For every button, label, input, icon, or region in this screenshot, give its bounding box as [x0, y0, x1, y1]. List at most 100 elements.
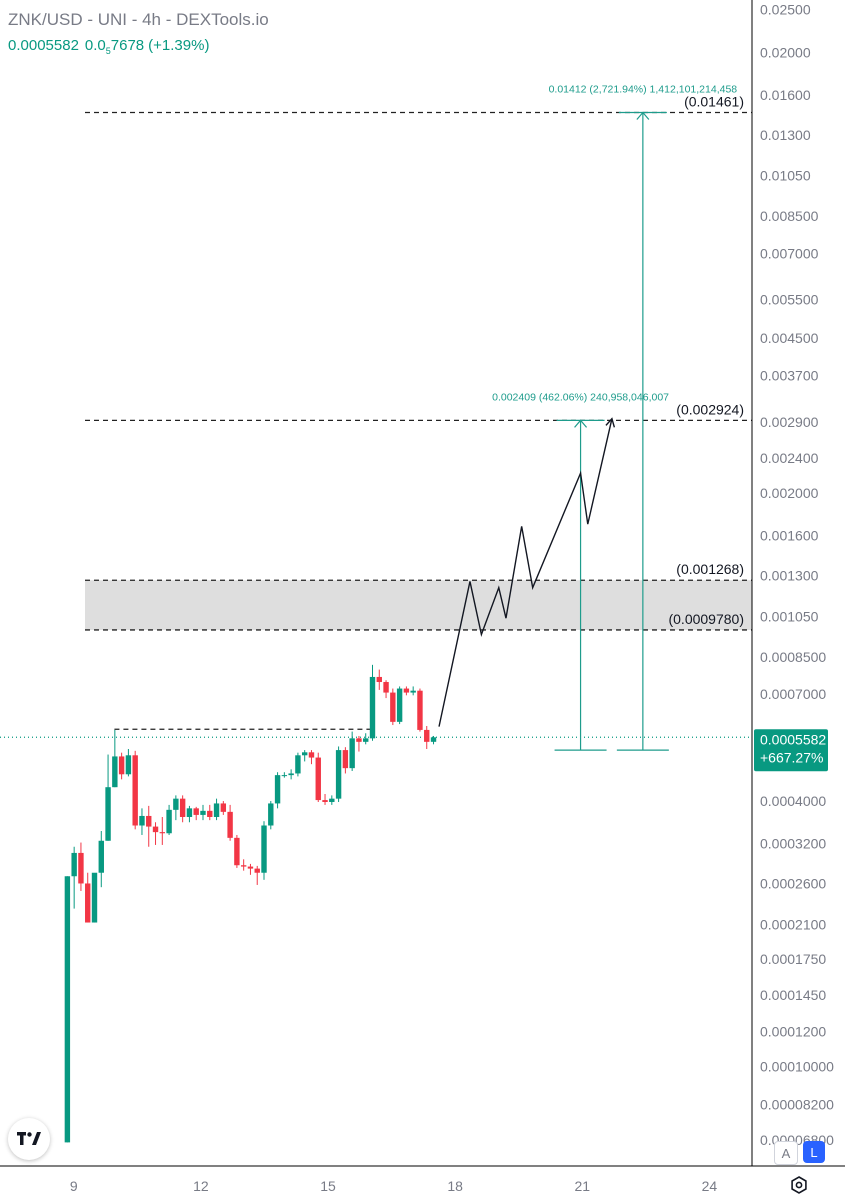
candle-body	[349, 738, 355, 769]
candle-body	[288, 773, 294, 776]
price-tick-label: 0.0008500	[760, 649, 826, 665]
candle-body	[91, 872, 98, 923]
change-zero-count: 5	[105, 46, 111, 56]
candle-body	[417, 690, 423, 730]
measure-arrow	[574, 419, 588, 428]
candle-body	[363, 738, 369, 742]
price-tick-label: 0.004500	[760, 330, 819, 346]
candle-body	[308, 752, 315, 758]
candle-body	[146, 815, 152, 827]
price-tick-label: 0.01600	[760, 87, 811, 103]
candle-body	[403, 688, 410, 693]
candle-body	[424, 729, 430, 742]
candle-body	[295, 755, 301, 774]
candle-body	[220, 803, 227, 812]
time-tick-label: 18	[447, 1178, 463, 1194]
price-tick-label: 0.001300	[760, 567, 819, 583]
price-tick-label: 0.00008200	[760, 1096, 834, 1112]
candle-body	[281, 775, 288, 777]
candle-body	[254, 868, 260, 873]
candle-body	[213, 803, 220, 817]
candle-body	[78, 852, 84, 884]
candle-body	[261, 825, 267, 873]
price-tick-label: 0.02000	[760, 44, 811, 60]
time-axis[interactable]: 9 12 15 18 21 24	[70, 1178, 718, 1194]
price-tick-label: 0.002400	[760, 450, 819, 466]
chart-title: ZNK/USD - UNI - 4h - DEXTools.io	[8, 10, 269, 29]
level-lines: (0.01461) (0.002924) (0.001268) (0.0009780)	[85, 93, 752, 631]
price-tick-label: 0.003700	[760, 367, 819, 383]
price-tick-label: 0.00010000	[760, 1058, 834, 1074]
candle-body	[159, 832, 166, 834]
candle-body	[396, 688, 403, 722]
time-tick-label: 12	[193, 1178, 209, 1194]
price-tick-label: 0.0003200	[760, 836, 826, 852]
price-axis[interactable]: 0.02500 0.02000 0.01600 0.01300 0.01050 0.008…	[760, 2, 834, 1148]
price-change: 0.057678	[84, 37, 145, 56]
candle-body	[234, 837, 240, 866]
candle-body	[132, 755, 138, 826]
candle-body	[430, 737, 437, 742]
tradingview-logo-icon[interactable]	[8, 1118, 50, 1160]
candle-body	[112, 756, 118, 788]
candle-body	[118, 756, 125, 775]
price-tick-label: 0.0007000	[760, 686, 826, 702]
projection-path	[438, 418, 613, 727]
log-scale-button[interactable]: L	[803, 1141, 825, 1163]
price-tick-label: 0.0002600	[760, 875, 826, 891]
candle-body	[322, 800, 328, 802]
candle-body	[139, 815, 145, 826]
candle-body	[98, 840, 104, 873]
price-tick-label: 0.0004000	[760, 793, 826, 809]
candle-body	[105, 787, 111, 841]
candle-body	[207, 810, 213, 817]
candle-body	[410, 690, 416, 693]
current-price-value: 0.0005582	[760, 731, 826, 747]
level-label: (0.01461)	[684, 93, 744, 109]
price-tick-label: 0.002900	[760, 414, 819, 430]
price-tick-label: 0.007000	[760, 245, 819, 261]
candle-body	[369, 676, 376, 739]
time-tick-label: 15	[320, 1178, 336, 1194]
measure-label: 0.01412 (2,721.94%) 1,412,101,214,458	[549, 83, 738, 95]
settings-icon[interactable]	[787, 1173, 811, 1197]
candle-body	[125, 755, 132, 775]
price-tick-label: 0.0001750	[760, 951, 826, 967]
candle-body	[166, 809, 172, 834]
candle-body	[335, 750, 342, 799]
last-price: 0.0005582	[8, 37, 79, 54]
price-tick-label: 0.0002100	[760, 916, 826, 932]
candle-body	[227, 811, 233, 838]
price-tick-label: 0.02500	[760, 2, 811, 18]
candle-body	[390, 692, 396, 722]
auto-scale-button[interactable]: A	[774, 1141, 798, 1165]
level-label: (0.001268)	[676, 561, 744, 577]
projection-arrowhead	[605, 417, 616, 428]
price-tick-label: 0.01300	[760, 127, 811, 143]
candle-body	[200, 810, 206, 815]
projection	[438, 417, 616, 727]
price-tick-label: 0.005500	[760, 291, 819, 307]
level-label: (0.0009780)	[668, 611, 744, 627]
candle-body	[247, 866, 254, 869]
time-tick-label: 21	[574, 1178, 590, 1194]
time-tick-label: 24	[702, 1178, 718, 1194]
change-prefix: 0.0	[84, 37, 106, 54]
change-digits: 7678	[110, 37, 145, 54]
candle-body	[152, 826, 159, 833]
price-tick-label: 0.0001200	[760, 1023, 826, 1039]
candle-body	[85, 883, 91, 923]
price-tick-label: 0.001050	[760, 608, 819, 624]
price-tick-label: 0.01050	[760, 168, 811, 184]
price-line: 0.0005582 0.057678 (+1.39%)	[8, 37, 215, 56]
candle-body	[301, 752, 308, 756]
measurements: 0.002409 (462.06%) 240,958,046,007 0.0141…	[492, 83, 738, 751]
candles	[64, 664, 437, 1143]
candle-body	[193, 808, 199, 815]
candle-body	[315, 757, 321, 801]
candle-body	[173, 798, 179, 810]
measure-label: 0.002409 (462.06%) 240,958,046,007	[492, 391, 669, 403]
candle-body	[268, 803, 274, 826]
candle-body	[179, 798, 186, 817]
